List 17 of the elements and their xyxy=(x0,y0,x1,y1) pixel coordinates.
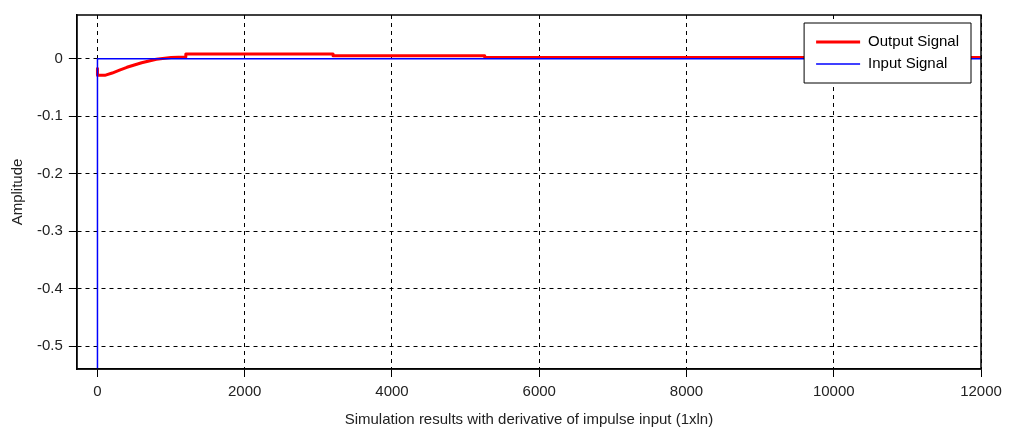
y-axis-title: Amplitude xyxy=(8,158,26,226)
y-tick-label: -0.1 xyxy=(36,106,63,124)
x-tick-label: 6000 xyxy=(522,382,556,400)
x-tick-label: 8000 xyxy=(669,382,704,400)
x-tick-label: 0 xyxy=(93,382,102,400)
y-tick-label: -0.2 xyxy=(36,163,63,181)
y-tick-label: -0.5 xyxy=(36,336,63,354)
legend-label: Input Signal xyxy=(868,54,948,72)
x-tick-label: 12000 xyxy=(960,382,1002,400)
y-tick-label: -0.4 xyxy=(36,278,63,296)
legend-label: Output Signal xyxy=(868,32,960,50)
x-tick-label: 10000 xyxy=(812,382,855,400)
y-tick-label: -0.3 xyxy=(36,221,63,239)
x-axis-title: Simulation results with derivative of impulse input (1xln) xyxy=(344,410,714,428)
x-tick-label: 4000 xyxy=(375,382,409,400)
y-tick-label: 0 xyxy=(54,48,63,66)
x-tick-label: 2000 xyxy=(228,382,262,400)
